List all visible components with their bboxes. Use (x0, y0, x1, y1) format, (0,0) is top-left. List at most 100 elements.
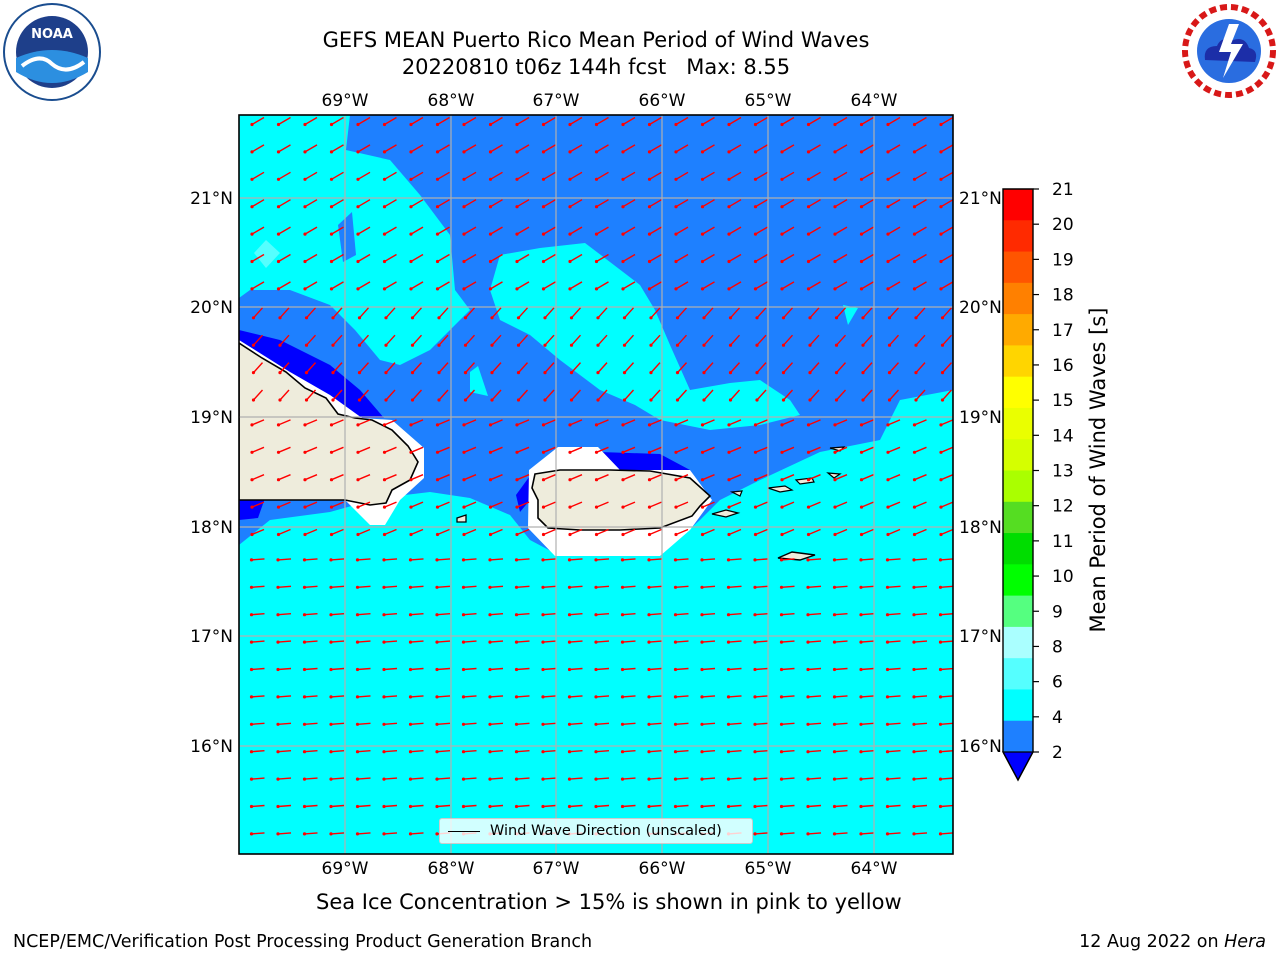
wave-direction-arrow (278, 528, 291, 536)
wave-direction-arrow (915, 389, 926, 401)
wave-direction-arrowhead (408, 585, 413, 589)
wave-direction-arrowhead (779, 640, 784, 644)
wave-direction-arrow (569, 528, 583, 536)
wave-direction-arrow (251, 667, 265, 671)
wave-direction-arrow (490, 171, 503, 180)
wave-direction-arrowhead (832, 750, 837, 754)
wave-direction-arrow (491, 362, 502, 374)
wave-direction-arrowhead (435, 177, 440, 181)
wave-direction-arrowhead (859, 150, 864, 154)
wave-direction-arrow (542, 640, 557, 643)
wave-direction-arrow (596, 199, 609, 208)
wave-direction-arrow (728, 501, 742, 508)
wave-direction-arrow (304, 585, 318, 588)
wave-direction-arrowhead (356, 450, 360, 454)
wave-direction-arrow (675, 667, 689, 671)
puerto-rico-land (531, 469, 712, 531)
wave-direction-arrowhead (700, 177, 705, 181)
wave-direction-arrowhead (488, 177, 493, 181)
wave-direction-arrow (888, 362, 900, 374)
wave-direction-arrow (357, 777, 371, 780)
wave-direction-arrow (436, 750, 451, 753)
wave-direction-arrow (834, 171, 848, 180)
wave-direction-arrow (251, 750, 265, 753)
wave-direction-arrowhead (779, 750, 784, 754)
wave-direction-arrowhead (409, 232, 413, 236)
wave-direction-arrow (835, 362, 847, 374)
wave-direction-arrowhead (622, 398, 627, 402)
lat-label: 21°N (959, 189, 1002, 209)
wave-direction-arrowhead (541, 777, 545, 781)
wave-direction-arrowhead (462, 122, 466, 127)
wave-direction-arrowhead (357, 371, 362, 375)
wave-direction-arrowhead (408, 640, 413, 644)
wave-direction-arrowhead (832, 613, 837, 617)
wave-direction-arrowhead (938, 695, 943, 699)
wave-direction-arrowhead (461, 585, 466, 589)
wave-direction-arrowhead (674, 532, 678, 537)
wave-direction-arrowhead (726, 613, 731, 617)
wave-direction-arrowhead (410, 398, 415, 402)
wave-direction-arrow (888, 334, 900, 346)
wave-direction-arrow (332, 334, 343, 346)
wave-direction-arrow (357, 281, 371, 290)
wave-direction-arrowhead (912, 750, 916, 754)
wave-direction-arrowhead (727, 450, 731, 454)
producer-credit: NCEP/EMC/Verification Post Processing Pr… (13, 932, 593, 952)
wave-direction-arrow (781, 419, 795, 426)
wave-direction-arrowhead (461, 667, 466, 672)
wave-direction-arrowhead (755, 371, 759, 375)
wave-direction-arrow (331, 171, 344, 180)
wave-direction-arrowhead (250, 478, 254, 482)
wave-direction-arrow (490, 419, 503, 426)
wave-direction-arrow (622, 199, 636, 208)
wave-direction-arrowhead (647, 695, 651, 699)
wave-direction-arrow (357, 722, 371, 725)
wave-direction-arrowhead (515, 259, 519, 264)
wave-direction-arrowhead (250, 532, 254, 537)
wave-direction-arrow (463, 144, 477, 153)
wave-direction-arrow (383, 613, 398, 616)
wave-direction-arrow (542, 667, 557, 671)
wave-direction-arrow (861, 253, 874, 263)
wave-direction-arrowhead (781, 371, 786, 375)
wave-direction-arrow (463, 640, 477, 643)
wave-direction-arrow (595, 613, 610, 616)
wave-direction-arrow (436, 777, 451, 780)
wave-direction-arrow (807, 695, 822, 698)
wave-direction-arrow (701, 804, 716, 808)
wave-direction-arrow (385, 389, 396, 401)
wave-direction-arrow (940, 446, 953, 453)
colorbar-tick-label: 6 (1052, 673, 1063, 693)
wave-direction-arrow (728, 144, 742, 153)
wave-direction-arrow (463, 199, 477, 208)
wave-direction-arrow (834, 777, 848, 780)
wave-direction-arrowhead (594, 667, 598, 672)
wave-direction-arrow (781, 446, 795, 453)
wave-direction-arrow (331, 116, 344, 126)
wave-direction-arrowhead (621, 287, 625, 291)
wave-direction-arrowhead (249, 558, 254, 562)
wave-direction-arrow (330, 695, 345, 698)
wave-period-6-8-patch (254, 240, 280, 268)
wave-direction-arrow (914, 171, 927, 180)
wave-direction-arrowhead (303, 532, 307, 537)
wave-direction-arrow (807, 777, 822, 780)
wave-direction-arrow (940, 804, 953, 808)
wave-direction-arrow (701, 558, 716, 561)
wave-direction-arrowhead (753, 585, 757, 589)
wave-direction-arrowhead (647, 804, 651, 809)
wave-direction-arrow (649, 171, 662, 180)
wave-direction-arrowhead (435, 750, 439, 754)
wave-direction-arrowhead (408, 695, 413, 699)
wave-period-lt2-west (239, 498, 265, 520)
wave-direction-arrowhead (541, 259, 546, 264)
wave-period-4-6-speck (843, 305, 858, 325)
wave-direction-arrow (543, 253, 556, 263)
wave-direction-arrowhead (594, 695, 598, 699)
wave-direction-arrowhead (594, 259, 599, 264)
wave-direction-arrowhead (940, 343, 945, 347)
wave-direction-arrow (834, 558, 848, 561)
wave-direction-arrow (516, 171, 530, 180)
wave-direction-arrow (597, 362, 608, 374)
